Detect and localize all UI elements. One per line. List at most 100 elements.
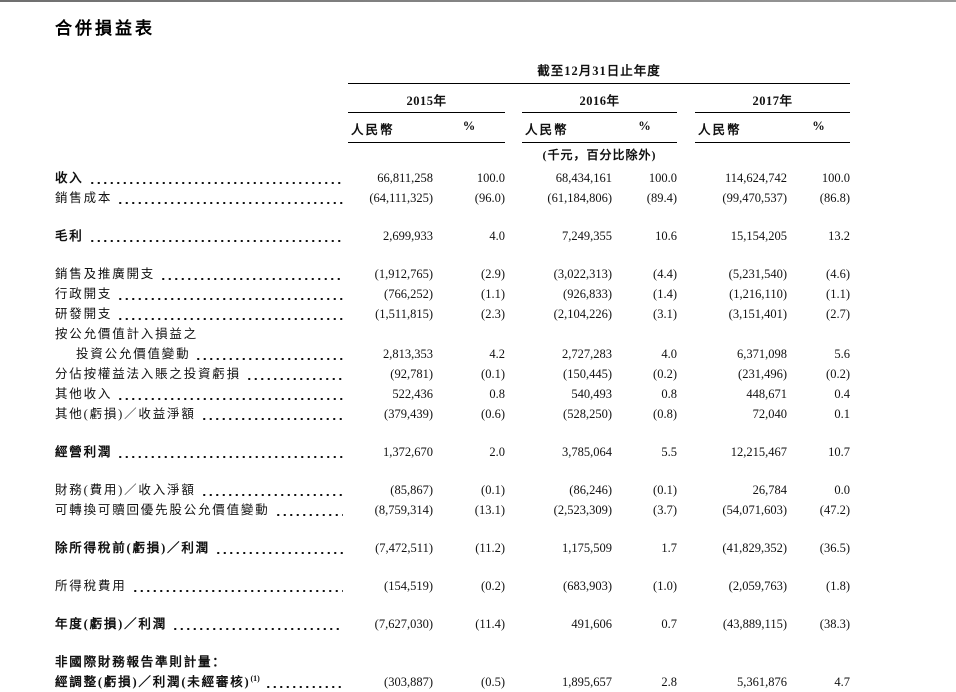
pct-value: (2.9) bbox=[481, 267, 505, 281]
column-gap bbox=[677, 671, 695, 672]
pct-value: (0.1) bbox=[481, 367, 505, 381]
column-gap bbox=[505, 403, 522, 404]
rmb-value: (926,833) bbox=[563, 287, 612, 301]
rmb-value: (86,246) bbox=[569, 483, 612, 497]
row-label: 銷售及推廣開支 bbox=[55, 267, 156, 281]
pct-value: 13.2 bbox=[828, 229, 850, 243]
table-row: 可轉換可贖回優先股公允價值變動 (8,759,314) (13.1) (2,523,3… bbox=[55, 500, 850, 520]
pct-value: (1.1) bbox=[481, 287, 505, 301]
rmb-value: (7,627,030) bbox=[374, 617, 433, 631]
row-label-cell: 收入 bbox=[55, 168, 348, 188]
pct-value: 1.7 bbox=[661, 541, 677, 555]
rmb-value: (92,781) bbox=[390, 367, 433, 381]
pct-value: 0.1 bbox=[834, 407, 850, 421]
dot-leader bbox=[160, 264, 343, 284]
pct-value: (0.6) bbox=[481, 407, 505, 421]
row-label-cell: 投資公允價值變動 bbox=[55, 344, 348, 364]
rmb-value: (8,759,314) bbox=[374, 503, 433, 517]
column-gap bbox=[505, 633, 522, 634]
column-gap bbox=[677, 207, 695, 208]
rmb-value: 12,215,467 bbox=[730, 445, 787, 459]
pct-value: 2.0 bbox=[489, 445, 505, 459]
table-row: 其他(虧損)／收益淨額 (379,439) (0.6) (528,250) (0.8) 7… bbox=[55, 404, 850, 424]
rmb-value: (99,470,537) bbox=[722, 191, 787, 205]
pct-value: (0.2) bbox=[653, 367, 677, 381]
rmb-value: 6,371,098 bbox=[737, 347, 787, 361]
pct-value: 0.0 bbox=[834, 483, 850, 497]
pct-value: (0.1) bbox=[481, 483, 505, 497]
rmb-value: 26,784 bbox=[752, 483, 787, 497]
pct-value: 100.0 bbox=[476, 171, 505, 185]
row-label: 其他(虧損)／收益淨額 bbox=[55, 407, 196, 421]
row-label-cell: 按公允價值計入損益之 bbox=[55, 324, 348, 344]
column-gap bbox=[677, 303, 695, 304]
row-label-cell: 經調整(虧損)／利潤(未經審核)(1) bbox=[55, 672, 348, 692]
pct-value: 5.5 bbox=[661, 445, 677, 459]
row-label: 可轉換可贖回優先股公允價值變動 bbox=[55, 503, 270, 517]
rmb-value: 5,361,876 bbox=[737, 675, 787, 689]
dot-leader bbox=[245, 364, 343, 384]
pct-value: (0.2) bbox=[481, 579, 505, 593]
table-header-sub-row: 人民幣 % 人民幣 % 人民幣 % bbox=[55, 113, 850, 143]
row-label-cell: 除所得稅前(虧損)／利潤 bbox=[55, 538, 348, 558]
pct-value: (4.6) bbox=[826, 267, 850, 281]
pct-value: 0.7 bbox=[661, 617, 677, 631]
column-gap bbox=[505, 343, 522, 344]
pct-value: (3.7) bbox=[653, 503, 677, 517]
table-row: 經調整(虧損)／利潤(未經審核)(1) (303,887) (0.5) 1,895,6… bbox=[55, 672, 850, 692]
pct-value: (11.4) bbox=[475, 617, 505, 631]
rmb-value: (528,250) bbox=[563, 407, 612, 421]
pct-value: 2.8 bbox=[661, 675, 677, 689]
rmb-value: 2,813,353 bbox=[383, 347, 433, 361]
rmb-value: (85,867) bbox=[390, 483, 433, 497]
pct-value: (2.7) bbox=[826, 307, 850, 321]
table-row: 銷售及推廣開支 (1,912,765) (2.9) (3,022,313) (4.4) (… bbox=[55, 264, 850, 284]
pct-value: 4.7 bbox=[834, 675, 850, 689]
rmb-value: 68,434,161 bbox=[555, 171, 612, 185]
column-gap bbox=[677, 323, 695, 324]
rmb-value: (150,445) bbox=[563, 367, 612, 381]
column-gap bbox=[677, 595, 695, 596]
pct-value: (4.4) bbox=[653, 267, 677, 281]
row-label: 年度(虧損)／利潤 bbox=[55, 617, 168, 631]
pct-value: (36.5) bbox=[819, 541, 850, 555]
row-label-cell: 研發開支 bbox=[55, 304, 348, 324]
dot-leader bbox=[117, 442, 343, 462]
pct-value: 4.2 bbox=[489, 347, 505, 361]
pct-value: (47.2) bbox=[819, 503, 850, 517]
dot-leader bbox=[200, 404, 343, 424]
pct-value: 10.7 bbox=[828, 445, 850, 459]
table-row: 毛利 2,699,933 4.0 7,249,355 10.6 15,154,205 13.… bbox=[55, 226, 850, 246]
column-gap bbox=[677, 187, 695, 188]
rmb-value: 1,372,670 bbox=[383, 445, 433, 459]
column-gap bbox=[505, 595, 522, 596]
row-label-cell: 非國際財務報告準則計量： bbox=[55, 652, 348, 672]
table-row: 財務(費用)／收入淨額 (85,867) (0.1) (86,246) (0.1) 26,… bbox=[55, 480, 850, 500]
table-row: 銷售成本 (64,111,325) (96.0) (61,184,806) (89.4)… bbox=[55, 188, 850, 208]
rmb-value: 2,727,283 bbox=[562, 347, 612, 361]
dot-leader bbox=[117, 384, 343, 404]
rmb-value: (41,829,352) bbox=[722, 541, 787, 555]
footnote-ref: (1) bbox=[250, 673, 260, 683]
pct-value: (0.1) bbox=[653, 483, 677, 497]
pct-value: (89.4) bbox=[646, 191, 677, 205]
pct-value: 10.6 bbox=[655, 229, 677, 243]
rmb-value: 1,175,509 bbox=[562, 541, 612, 555]
row-label-cell: 銷售及推廣開支 bbox=[55, 264, 348, 284]
row-label: 經調整(虧損)／利潤(未經審核)(1) bbox=[55, 673, 260, 689]
row-label: 經營利潤 bbox=[55, 445, 113, 459]
page-title: 合併損益表 bbox=[55, 19, 155, 38]
column-gap bbox=[677, 343, 695, 344]
rmb-value: (3,151,401) bbox=[728, 307, 787, 321]
dot-leader bbox=[274, 500, 343, 520]
table-row: 行政開支 (766,252) (1.1) (926,833) (1.4) (1,216,1… bbox=[55, 284, 850, 304]
column-gap bbox=[677, 461, 695, 462]
rmb-value: (766,252) bbox=[384, 287, 433, 301]
currency-header: 人民幣 bbox=[525, 123, 569, 137]
column-gap bbox=[677, 423, 695, 424]
dot-leader bbox=[88, 226, 343, 246]
column-gap bbox=[677, 557, 695, 558]
table-row: 除所得稅前(虧損)／利潤 (7,472,511) (11.2) 1,175,509 1.… bbox=[55, 538, 850, 558]
pct-value: 5.6 bbox=[834, 347, 850, 361]
pct-value: 100.0 bbox=[648, 171, 677, 185]
